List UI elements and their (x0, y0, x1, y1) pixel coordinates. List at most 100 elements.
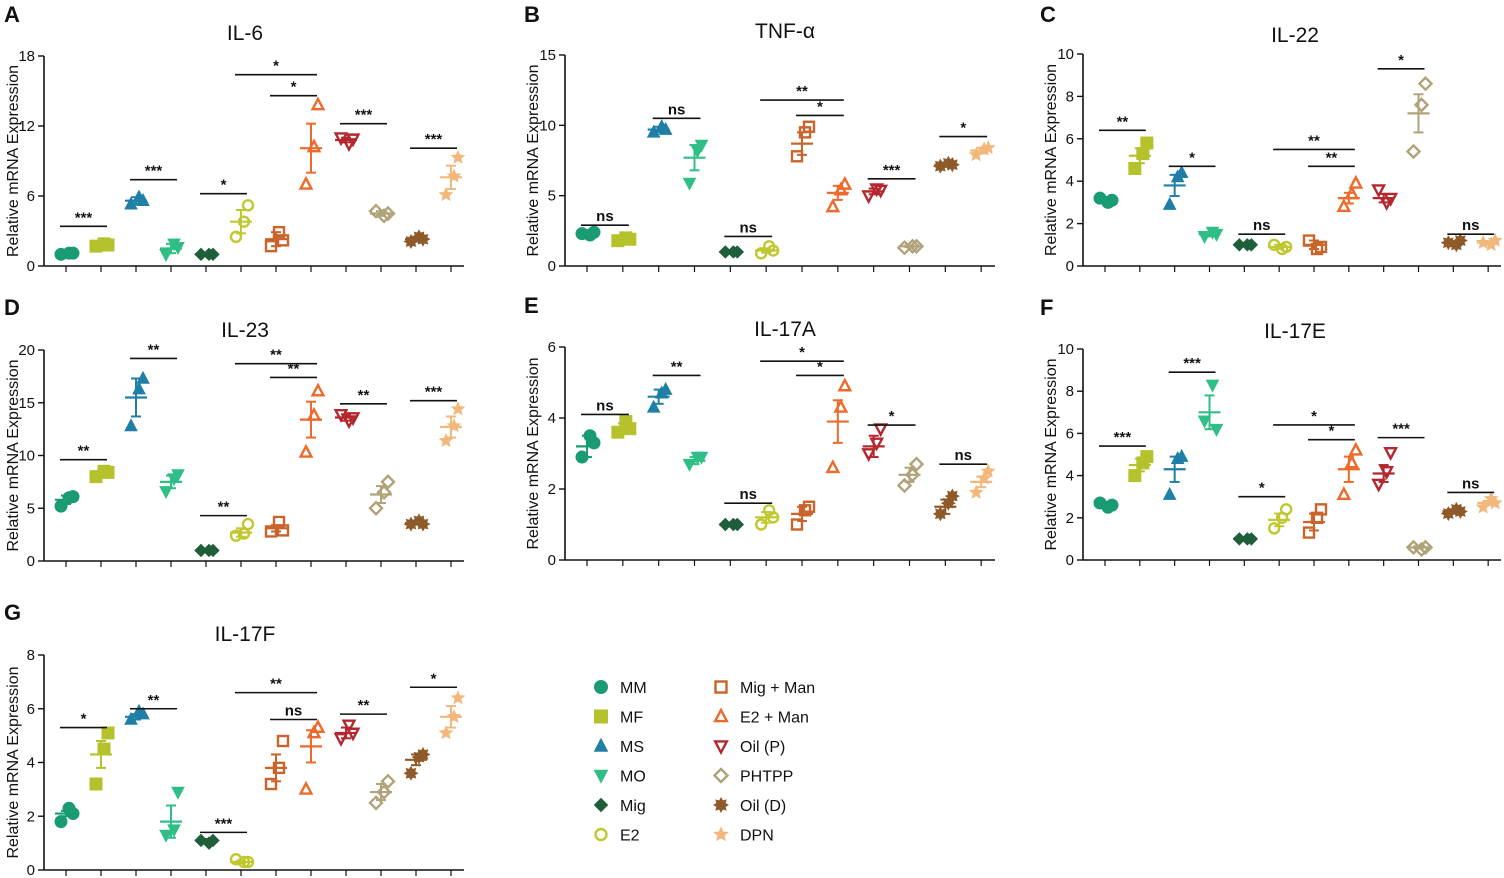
data-point (904, 467, 921, 483)
series-mf (89, 464, 115, 484)
series-mf (89, 726, 115, 791)
series-mo (159, 786, 185, 843)
data-point (1336, 486, 1352, 500)
significance-label: ** (270, 347, 282, 364)
series-phtpp (368, 773, 396, 811)
data-point (54, 499, 68, 513)
data-point (1413, 97, 1430, 113)
y-axis-label: Relative mRNA Expression (5, 65, 22, 257)
legend-marker (714, 680, 728, 694)
series-mig (1232, 238, 1259, 252)
y-tick-label: 15 (18, 395, 35, 412)
significance-label: ** (148, 692, 160, 709)
data-point (825, 459, 841, 474)
y-tick-label: 6 (1066, 131, 1074, 148)
series-phtpp (896, 456, 925, 494)
data-point (380, 205, 396, 222)
significance-label: * (889, 408, 895, 425)
data-point (1405, 539, 1422, 556)
data-point (264, 777, 278, 791)
y-tick-label: 0 (1066, 258, 1074, 275)
data-point (306, 138, 322, 153)
data-point (1383, 192, 1399, 207)
y-tick-label: 8 (1066, 88, 1074, 105)
data-point (587, 436, 601, 450)
data-point (97, 742, 111, 756)
data-point (368, 500, 384, 516)
data-point (1344, 454, 1360, 469)
data-point (1452, 233, 1468, 249)
data-point (194, 833, 208, 848)
y-tick-label: 18 (18, 48, 35, 65)
data-point (790, 150, 804, 163)
data-point (171, 786, 185, 800)
significance-label: ** (1326, 149, 1338, 166)
series-mo (682, 139, 709, 191)
series-phtpp (368, 203, 396, 224)
data-point (1302, 234, 1316, 247)
y-axis-label: Relative mRNA Expression (525, 64, 542, 256)
y-tick-label: 6 (27, 188, 35, 205)
data-point (66, 807, 80, 821)
legend-marker (594, 709, 608, 724)
series-oil-d- (403, 513, 431, 532)
data-point (1244, 238, 1259, 252)
data-point (754, 247, 768, 260)
data-point (1279, 503, 1293, 516)
y-tick-label: 0 (548, 552, 556, 569)
data-point (1174, 165, 1189, 179)
significance-label: ** (78, 443, 90, 460)
series-ms (1162, 448, 1189, 500)
data-point (438, 432, 454, 448)
series-dpn (438, 401, 466, 448)
y-tick-label: 0 (27, 862, 35, 878)
data-point (403, 765, 419, 781)
data-point (136, 706, 150, 720)
data-point (766, 244, 780, 257)
data-point (380, 474, 396, 490)
data-point (101, 465, 115, 479)
series-oil-p- (861, 423, 889, 463)
series-e2-man (1336, 441, 1364, 500)
data-point (206, 543, 220, 558)
legend-item: E2 (594, 828, 640, 845)
series-oil-p- (1371, 184, 1399, 211)
y-tick-label: 0 (548, 258, 556, 275)
series-mf (611, 231, 637, 248)
data-point (276, 524, 290, 537)
chart-title: IL-6 (227, 22, 263, 45)
data-point (136, 192, 150, 206)
series-mig-man (264, 225, 290, 253)
y-tick-label: 2 (548, 481, 556, 498)
data-point (904, 238, 921, 255)
significance-label: ns (1462, 475, 1480, 492)
y-tick-label: 12 (18, 118, 35, 135)
data-point (159, 249, 173, 263)
data-point (837, 175, 853, 190)
data-point (1205, 379, 1220, 393)
data-point (896, 477, 913, 494)
series-e2-man (1336, 174, 1364, 213)
series-e2 (229, 517, 255, 542)
series-mig-man (264, 734, 290, 791)
significance-label: ** (358, 387, 370, 404)
significance-label: *** (883, 162, 901, 179)
significance-label: * (817, 98, 823, 115)
data-point (376, 484, 392, 501)
series-mm (1093, 496, 1119, 514)
data-point (1348, 441, 1364, 456)
legend-item: Oil (P) (713, 739, 785, 756)
y-tick-label: 4 (1066, 173, 1074, 190)
data-point (438, 187, 454, 202)
y-tick-label: 10 (1057, 341, 1074, 358)
series-mig (194, 833, 220, 850)
legend-label: Mig (620, 798, 646, 815)
significance-label: * (1398, 52, 1404, 69)
data-point (171, 469, 185, 483)
data-point (1209, 228, 1224, 242)
data-point (345, 727, 361, 742)
significance-label: ** (288, 360, 300, 377)
data-point (682, 458, 697, 472)
significance-label: ** (671, 358, 683, 375)
